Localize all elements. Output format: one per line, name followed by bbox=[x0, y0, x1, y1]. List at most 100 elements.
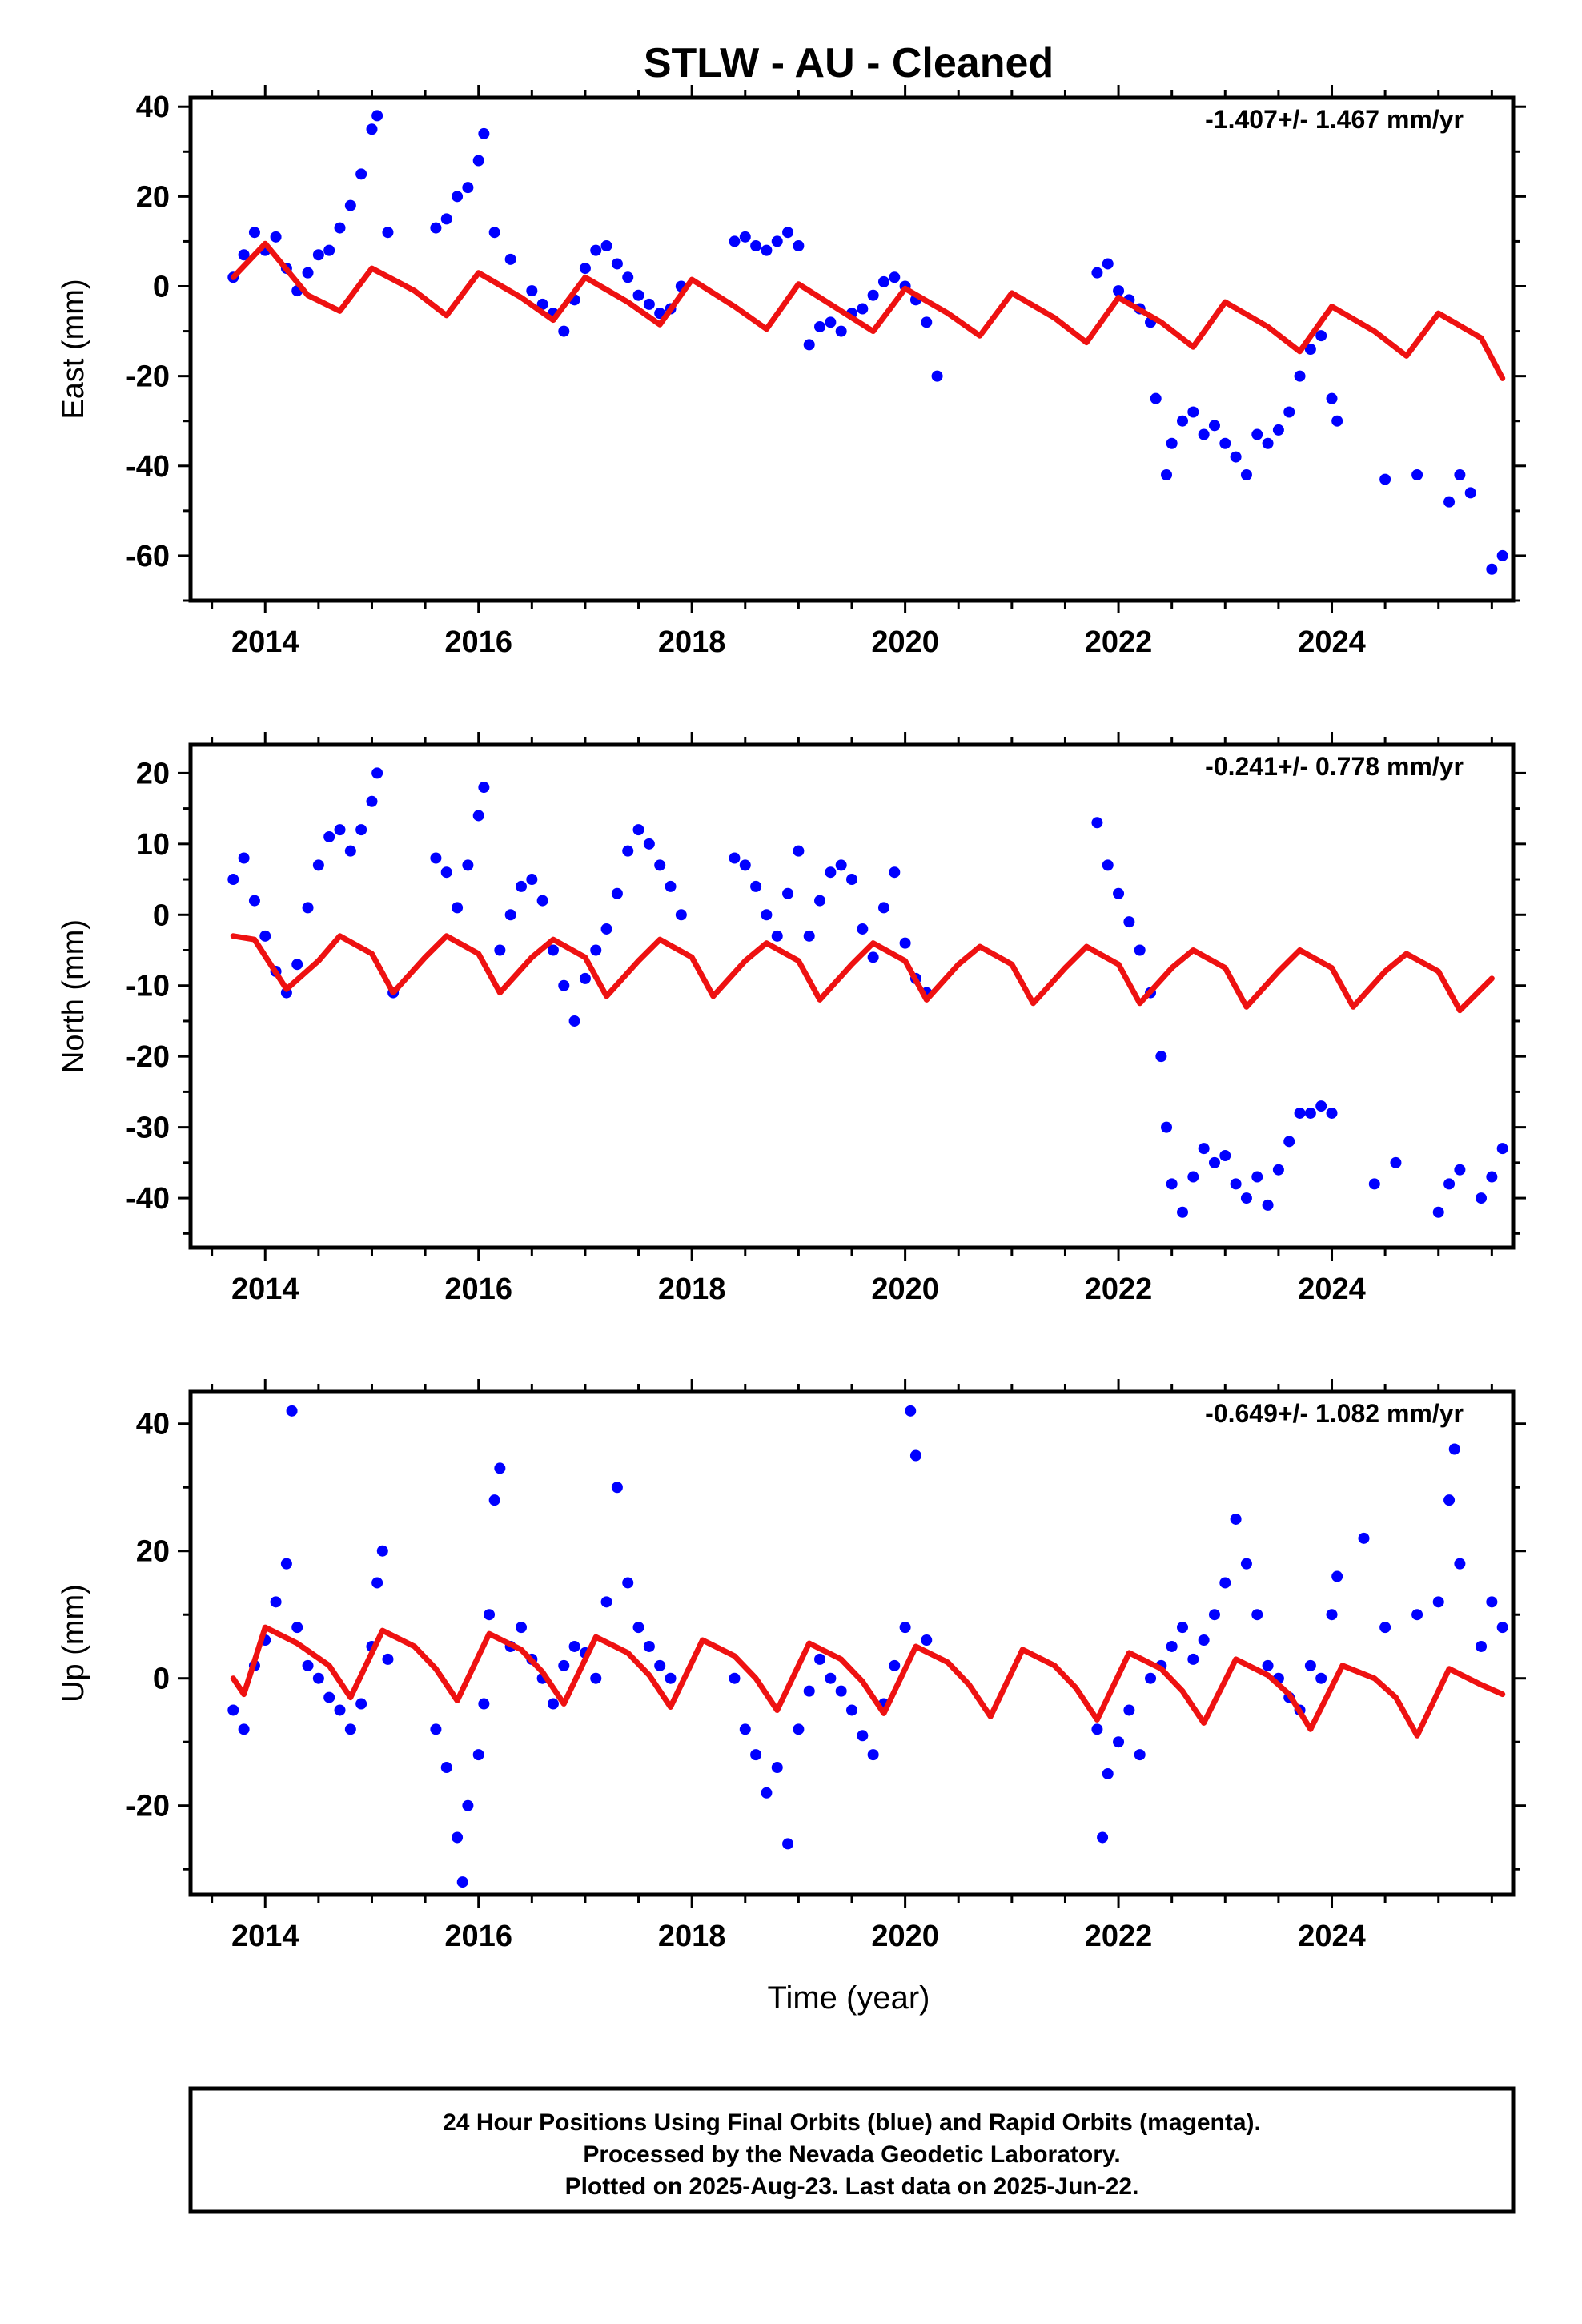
observation-point bbox=[312, 1672, 324, 1684]
y-tick-label: 20 bbox=[136, 180, 170, 214]
observation-point bbox=[1262, 1199, 1274, 1211]
x-tick-label: 2016 bbox=[444, 1920, 512, 1953]
observation-point bbox=[643, 1640, 655, 1652]
observation-point bbox=[782, 1838, 794, 1850]
observation-point bbox=[323, 244, 335, 256]
observation-point bbox=[227, 1704, 239, 1716]
footer-line-1: 24 Hour Positions Using Final Orbits (bl… bbox=[443, 2109, 1261, 2136]
observation-point bbox=[889, 271, 901, 283]
observation-point bbox=[1187, 1171, 1199, 1183]
observation-point bbox=[286, 1405, 298, 1417]
observation-point bbox=[371, 767, 383, 779]
observation-point bbox=[1251, 1171, 1263, 1183]
x-tick-label: 2022 bbox=[1085, 1273, 1153, 1306]
observation-point bbox=[814, 895, 826, 907]
observation-point bbox=[478, 782, 490, 794]
observation-point bbox=[1177, 1622, 1188, 1634]
observation-point bbox=[494, 944, 506, 956]
observation-point bbox=[611, 1482, 623, 1494]
observation-point bbox=[750, 240, 762, 252]
observation-point bbox=[1283, 406, 1295, 418]
observation-point bbox=[371, 1577, 383, 1589]
footer-line-2: Processed by the Nevada Geodetic Laborat… bbox=[583, 2141, 1120, 2168]
observation-point bbox=[452, 191, 464, 203]
observation-point bbox=[478, 127, 490, 139]
observation-point bbox=[568, 1015, 580, 1027]
observation-point bbox=[1166, 1640, 1178, 1652]
observation-point bbox=[739, 231, 751, 243]
up-panel: 2014 2016 2018 2020 2022 2024 -20 0 20 40 Up (mm) -… bbox=[57, 1379, 1526, 1953]
observation-point bbox=[857, 923, 869, 935]
x-tick-label: 2014 bbox=[231, 1920, 299, 1953]
observation-point bbox=[1240, 1192, 1252, 1204]
observation-point bbox=[1304, 344, 1316, 355]
observation-point bbox=[1454, 1164, 1466, 1176]
observation-point bbox=[889, 866, 901, 879]
observation-point bbox=[1091, 817, 1103, 829]
observation-point bbox=[1198, 1143, 1210, 1155]
observation-point bbox=[1230, 1513, 1242, 1525]
observation-point bbox=[846, 874, 857, 886]
observation-point bbox=[899, 1622, 911, 1634]
observation-point bbox=[793, 1723, 805, 1735]
y-axis-label: Up (mm) bbox=[57, 1584, 90, 1703]
observation-point bbox=[771, 1762, 783, 1774]
observation-point bbox=[1208, 1609, 1220, 1621]
observation-point bbox=[1443, 1178, 1456, 1190]
observation-point bbox=[302, 267, 314, 279]
observation-point bbox=[643, 298, 655, 310]
x-axis-label: Time (year) bbox=[768, 1980, 930, 2016]
observation-point bbox=[238, 1723, 250, 1735]
observation-point bbox=[1219, 437, 1231, 449]
observation-point bbox=[1496, 549, 1508, 561]
chart-title: STLW - AU - Cleaned bbox=[644, 40, 1054, 86]
observation-point bbox=[1411, 469, 1423, 480]
observation-point bbox=[825, 866, 837, 879]
observation-point bbox=[905, 1405, 917, 1417]
observation-point bbox=[1443, 1494, 1456, 1506]
observation-point bbox=[1208, 420, 1220, 432]
y-tick-label: -20 bbox=[126, 360, 170, 394]
observation-point bbox=[1283, 1136, 1295, 1148]
observation-point bbox=[366, 123, 378, 135]
observation-point bbox=[1326, 1107, 1338, 1119]
observation-point bbox=[1102, 859, 1114, 871]
observation-point bbox=[814, 1653, 826, 1665]
observation-point bbox=[270, 231, 282, 243]
observation-point bbox=[323, 1691, 335, 1703]
observation-point bbox=[761, 909, 773, 921]
plot-frame bbox=[188, 1389, 1516, 1897]
observation-point bbox=[632, 824, 644, 836]
observation-point bbox=[921, 316, 933, 328]
observation-point bbox=[452, 902, 464, 914]
observation-point bbox=[729, 852, 741, 864]
observation-point bbox=[611, 887, 623, 899]
observation-point bbox=[504, 909, 516, 921]
observation-point bbox=[355, 824, 367, 836]
observation-point bbox=[899, 937, 911, 949]
observation-point bbox=[931, 370, 943, 382]
observation-point bbox=[1177, 1206, 1188, 1218]
observation-point bbox=[1448, 1443, 1460, 1455]
y-tick-label: -10 bbox=[126, 970, 170, 1003]
observation-point bbox=[1123, 1704, 1135, 1716]
x-tick-label: 2018 bbox=[658, 1273, 726, 1306]
x-tick-label: 2024 bbox=[1298, 1920, 1366, 1953]
y-axis-label: East (mm) bbox=[57, 279, 90, 419]
y-tick-label: -60 bbox=[126, 540, 170, 573]
x-tick-label: 2024 bbox=[1298, 1273, 1366, 1306]
observation-point bbox=[889, 1659, 901, 1671]
observation-point bbox=[334, 222, 346, 234]
observation-point bbox=[1091, 1723, 1103, 1735]
observation-point bbox=[782, 227, 794, 239]
x-tick-label: 2022 bbox=[1085, 1920, 1153, 1953]
observation-point bbox=[558, 325, 570, 337]
observation-point bbox=[867, 289, 879, 301]
x-tick-label: 2018 bbox=[658, 625, 726, 659]
observation-point bbox=[430, 1723, 442, 1735]
observation-point bbox=[526, 874, 538, 886]
observation-point bbox=[1177, 415, 1188, 427]
observation-point bbox=[452, 1831, 464, 1844]
y-tick-label: 10 bbox=[136, 828, 170, 862]
observation-point bbox=[334, 824, 346, 836]
